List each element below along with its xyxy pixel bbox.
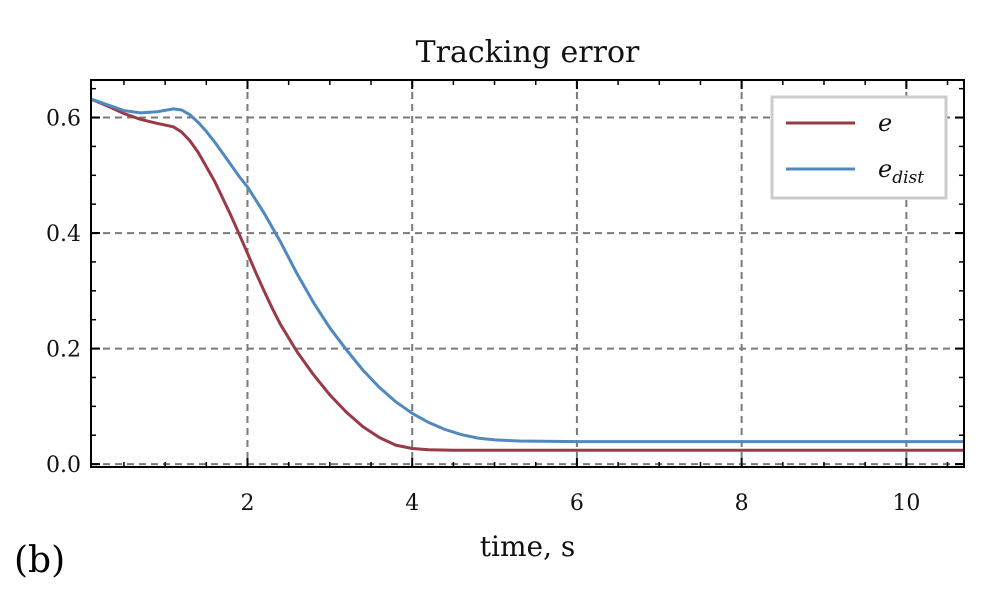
legend-box xyxy=(770,95,948,200)
y-tick-label: 0.2 xyxy=(46,338,81,363)
legend-label-e: e xyxy=(878,109,892,137)
legend-label-e-dist: edist xyxy=(878,155,924,188)
plot-frame xyxy=(90,79,965,468)
x-tick-label: 2 xyxy=(240,491,254,516)
x-tick-label: 4 xyxy=(405,491,419,516)
y-tick-label: 0.0 xyxy=(46,453,81,478)
x-tick-label: 6 xyxy=(570,491,584,516)
x-tick-label: 10 xyxy=(892,491,920,516)
grid-lines xyxy=(91,80,964,467)
x-axis-label: time, s xyxy=(480,530,576,563)
panel-label: (b) xyxy=(14,540,65,581)
data-series xyxy=(90,97,964,452)
y-tick-label: 0.4 xyxy=(46,222,81,247)
tick-labels: 2 4 6 8 10 0.0 0.2 0.4 0.6 xyxy=(46,107,920,516)
series-line-e-dist xyxy=(90,97,964,444)
chart-title: Tracking error xyxy=(416,35,640,70)
x-tick-label: 8 xyxy=(735,491,749,516)
y-tick-label: 0.6 xyxy=(46,107,81,132)
series-line-e xyxy=(90,97,964,452)
legend: e edist xyxy=(770,95,948,200)
